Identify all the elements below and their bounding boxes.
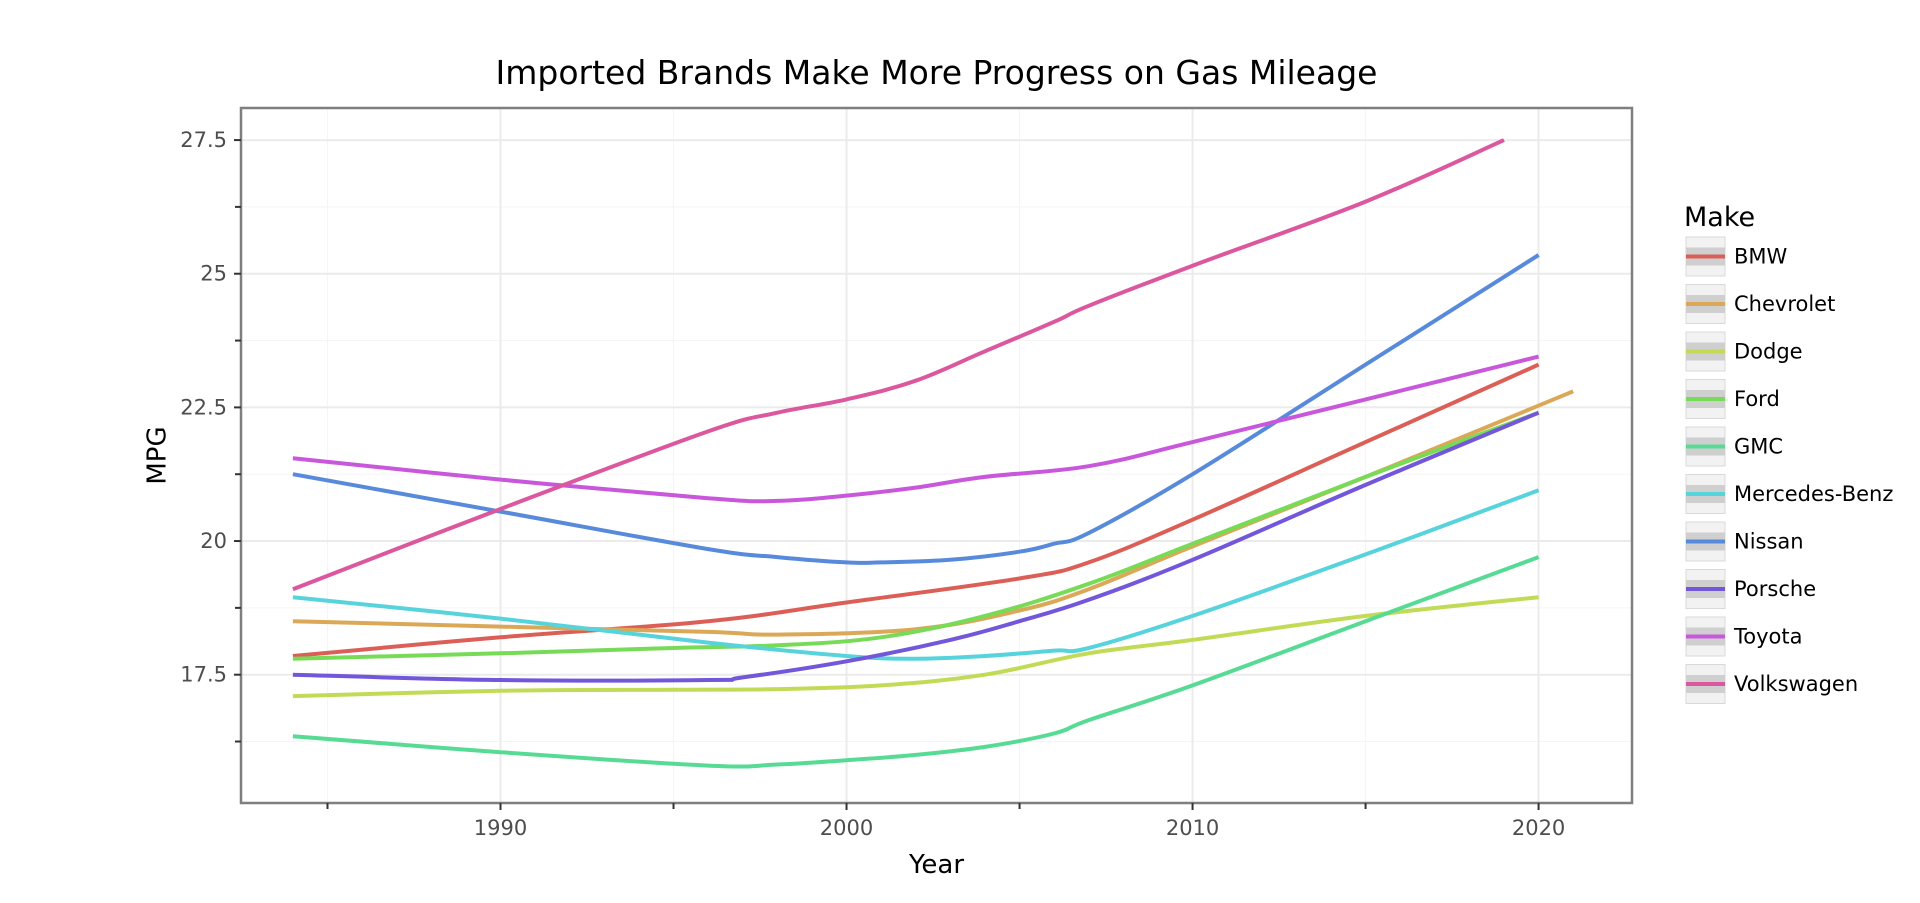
x-tick-label: 2010 — [1166, 816, 1219, 840]
y-tick-label: 17.5 — [180, 663, 227, 687]
legend-item-toyota: Toyota — [1685, 616, 1803, 657]
legend-item-gmc: GMC — [1685, 426, 1783, 467]
series-line-volkswagen — [292, 138, 1505, 592]
series-line-toyota — [292, 354, 1540, 504]
chart-title: Imported Brands Make More Progress on Ga… — [496, 53, 1378, 92]
legend-item-porsche: Porsche — [1685, 569, 1816, 609]
x-axis-label: Year — [908, 850, 964, 880]
legend-item-nissan: Nissan — [1685, 521, 1804, 562]
legend-label: Toyota — [1733, 625, 1803, 649]
series-line-gmc — [292, 555, 1540, 769]
y-tick-label: 27.5 — [180, 128, 227, 152]
legend-label: Dodge — [1734, 340, 1803, 364]
x-tick-label: 2000 — [820, 816, 873, 840]
legend-item-bmw: BMW — [1685, 236, 1788, 277]
legend-label: Chevrolet — [1734, 292, 1835, 316]
x-tick-label: 1990 — [474, 816, 527, 840]
legend-label: Nissan — [1734, 530, 1804, 554]
legend-title: Make — [1684, 202, 1755, 233]
y-axis-label: MPG — [143, 426, 173, 484]
series-line-ford — [292, 410, 1540, 661]
series-lines — [292, 138, 1574, 769]
series-line-porsche — [292, 410, 1540, 683]
legend-label: Volkswagen — [1734, 672, 1858, 696]
legend-label: BMW — [1734, 245, 1788, 269]
plot-panel-border — [239, 106, 1634, 805]
legend: Make BMW Chevrolet Dodge Ford GMC Mercedes-Be… — [1684, 202, 1893, 704]
legend-label: Porsche — [1734, 577, 1816, 601]
gridlines — [241, 108, 1632, 803]
x-tick-label: 2020 — [1512, 816, 1565, 840]
legend-label: Ford — [1734, 387, 1780, 411]
legend-item-mercedes-benz: Mercedes-Benz — [1685, 474, 1893, 514]
legend-item-volkswagen: Volkswagen — [1685, 664, 1858, 704]
series-line-bmw — [292, 362, 1540, 658]
axis-ticks: 1990 2000 2010 2020 17.5 20 22.5 25 27.5 — [180, 128, 1565, 840]
legend-item-dodge: Dodge — [1685, 331, 1803, 372]
y-tick-label: 25 — [200, 262, 227, 286]
y-tick-label: 22.5 — [180, 395, 227, 419]
series-line-dodge — [292, 595, 1539, 699]
legend-item-chevrolet: Chevrolet — [1685, 284, 1835, 324]
series-line-nissan — [292, 253, 1540, 565]
series-line-mercedes-benz — [292, 488, 1540, 661]
legend-label: Mercedes-Benz — [1734, 482, 1893, 506]
y-tick-label: 20 — [200, 529, 227, 553]
legend-label: GMC — [1734, 435, 1783, 459]
legend-item-ford: Ford — [1685, 379, 1780, 419]
